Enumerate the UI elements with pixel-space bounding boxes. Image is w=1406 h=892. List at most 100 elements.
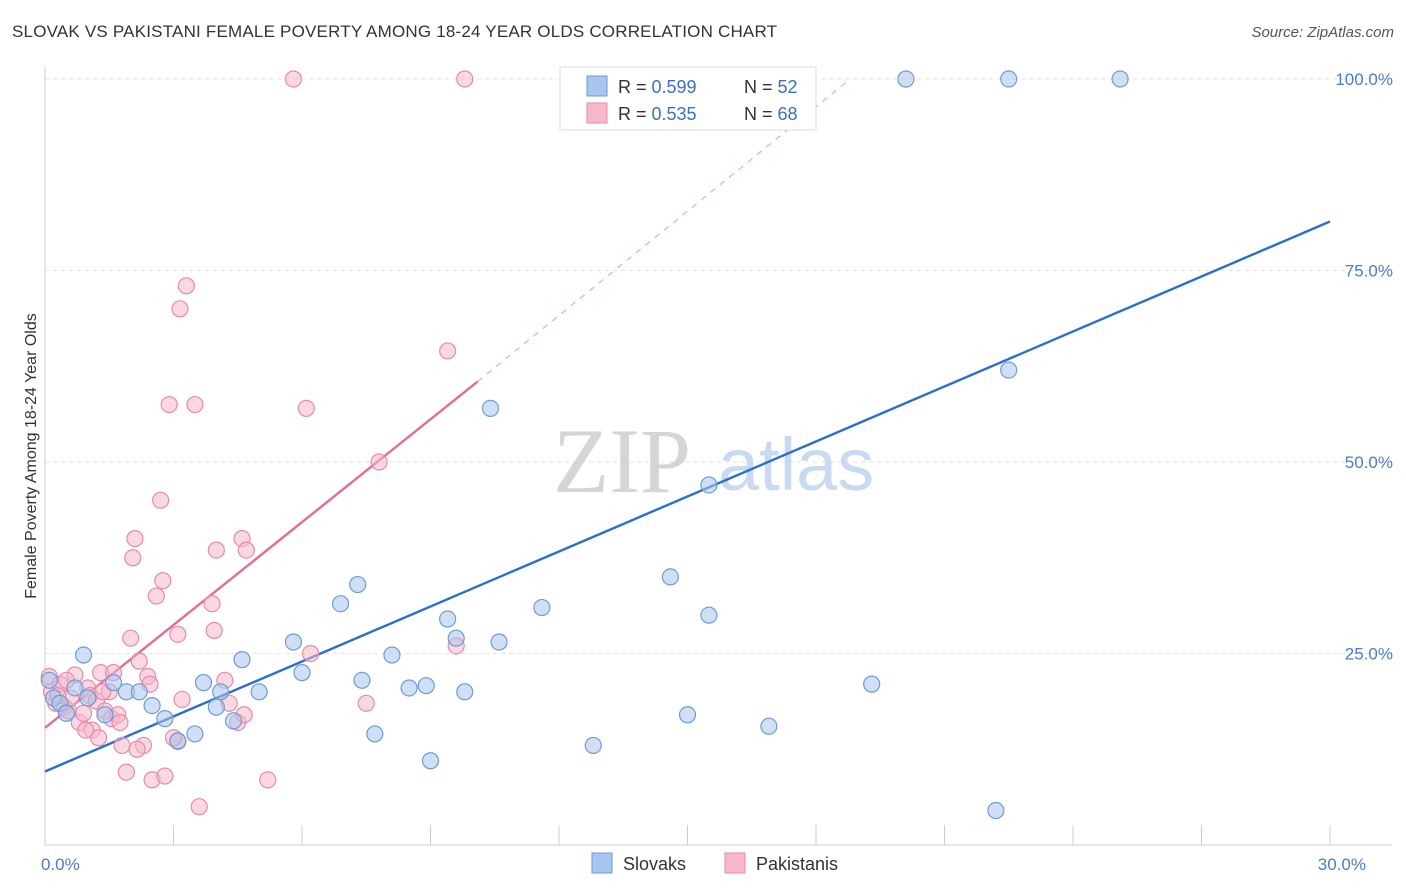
- data-point-slovaks: [421, 752, 440, 770]
- watermark-zip: ZIP: [553, 410, 691, 512]
- data-point-pakistanis: [169, 625, 187, 643]
- data-point-pakistanis: [130, 652, 148, 670]
- data-point-pakistanis: [122, 629, 140, 647]
- data-point-pakistanis: [128, 740, 146, 758]
- data-point-slovaks: [40, 671, 58, 689]
- data-point-pakistanis: [297, 399, 315, 417]
- legend-swatch-pakistanis: [586, 102, 608, 124]
- legend-row-2: R = 0.535: [618, 104, 697, 124]
- data-point-slovaks: [439, 610, 457, 628]
- data-point-slovaks: [143, 696, 161, 715]
- data-point-slovaks: [481, 399, 500, 417]
- legend-r-value-1: 0.599: [652, 77, 697, 97]
- data-point-pakistanis: [147, 587, 165, 605]
- data-point-slovaks: [417, 677, 435, 695]
- data-point-pakistanis: [154, 572, 172, 590]
- data-point-slovaks: [1000, 70, 1018, 88]
- bottom-legend: Slovaks Pakistanis: [591, 852, 838, 874]
- data-point-pakistanis: [190, 798, 208, 816]
- data-point-pakistanis: [126, 529, 144, 548]
- data-point-pakistanis: [152, 491, 170, 509]
- data-point-pakistanis: [207, 541, 225, 559]
- legend-r-label-2: R =: [618, 104, 652, 124]
- bottom-legend-label-slovaks: Slovaks: [623, 854, 686, 874]
- data-point-pakistanis: [284, 70, 303, 88]
- data-point-pakistanis: [117, 763, 135, 781]
- data-point-slovaks: [74, 646, 93, 664]
- legend-n-label-1: N =: [744, 77, 778, 97]
- data-point-pakistanis: [205, 621, 223, 640]
- data-point-slovaks: [447, 629, 465, 647]
- chart-source: Source: ZipAtlas.com: [1251, 24, 1394, 41]
- data-point-slovaks: [490, 633, 508, 651]
- data-point-slovaks: [250, 683, 268, 701]
- legend-row-1-n: N = 52: [744, 77, 798, 97]
- data-point-slovaks: [79, 689, 97, 707]
- data-point-slovaks: [584, 736, 602, 755]
- data-point-pakistanis: [456, 70, 474, 88]
- trend-line-slovaks: [44, 220, 1331, 773]
- data-point-slovaks: [456, 683, 474, 701]
- data-point-slovaks: [96, 706, 114, 724]
- data-point-pakistanis: [77, 721, 95, 739]
- data-point-slovaks: [533, 598, 551, 617]
- bottom-legend-swatch-slovaks: [591, 852, 613, 874]
- data-point-pakistanis: [74, 704, 93, 722]
- data-point-slovaks: [224, 712, 243, 730]
- data-point-slovaks: [186, 725, 204, 743]
- data-point-slovaks: [863, 675, 881, 693]
- legend-r-value-2: 0.535: [652, 104, 697, 124]
- watermark-atlas: atlas: [718, 423, 874, 506]
- data-point-pakistanis: [124, 549, 142, 567]
- data-point-slovaks: [57, 704, 76, 722]
- data-point-slovaks: [104, 674, 123, 692]
- data-point-slovaks: [700, 606, 718, 624]
- data-point-slovaks: [293, 664, 311, 682]
- legend-n-label-2: N =: [744, 104, 778, 124]
- watermark: ZIP atlas: [553, 410, 874, 512]
- data-point-slovaks: [987, 801, 1005, 820]
- data-point-slovaks: [1111, 70, 1129, 88]
- data-point-slovaks: [233, 651, 251, 669]
- data-point-pakistanis: [173, 690, 191, 709]
- bottom-legend-label-pakistanis: Pakistanis: [756, 854, 838, 874]
- data-point-slovaks: [212, 683, 230, 701]
- data-point-pakistanis: [237, 541, 255, 559]
- data-point-slovaks: [284, 633, 303, 651]
- legend: R = 0.599 N = 52 R = 0.535 N = 68: [559, 66, 817, 131]
- data-point-pakistanis: [156, 767, 174, 785]
- data-point-slovaks: [760, 717, 778, 735]
- data-point-slovaks: [194, 674, 213, 692]
- legend-row-2-n: N = 68: [744, 104, 798, 124]
- data-point-slovaks: [130, 683, 148, 701]
- data-points: [40, 70, 1129, 820]
- data-point-pakistanis: [357, 694, 375, 712]
- data-point-pakistanis: [186, 395, 204, 414]
- data-point-slovaks: [366, 725, 384, 743]
- data-point-pakistanis: [113, 736, 131, 755]
- legend-swatch-slovaks: [586, 75, 608, 97]
- data-point-pakistanis: [370, 453, 388, 471]
- legend-row-1: R = 0.599: [618, 77, 697, 97]
- data-point-slovaks: [661, 568, 679, 586]
- legend-r-label-1: R =: [618, 77, 652, 97]
- legend-n-value-2: 68: [778, 104, 798, 124]
- x-tick-label: 30.0%: [1318, 855, 1366, 874]
- data-point-slovaks: [331, 595, 350, 613]
- data-point-slovaks: [207, 698, 225, 716]
- axes: 25.0% 50.0% 75.0% 100.0% 0.0% 30.0%: [41, 67, 1393, 874]
- data-point-slovaks: [349, 575, 367, 594]
- data-point-slovaks: [383, 646, 401, 664]
- data-point-slovaks: [169, 732, 187, 750]
- y-tick-label: 25.0%: [1345, 645, 1393, 664]
- y-tick-label: 75.0%: [1345, 262, 1393, 281]
- chart-title: SLOVAK VS PAKISTANI FEMALE POVERTY AMONG…: [12, 22, 778, 41]
- data-point-slovaks: [897, 70, 915, 88]
- data-point-pakistanis: [259, 771, 277, 789]
- x-tick-label: 0.0%: [41, 855, 80, 874]
- data-point-slovaks: [156, 710, 174, 728]
- data-point-slovaks: [678, 706, 697, 724]
- y-tick-label: 50.0%: [1345, 453, 1393, 472]
- data-point-slovaks: [700, 476, 718, 494]
